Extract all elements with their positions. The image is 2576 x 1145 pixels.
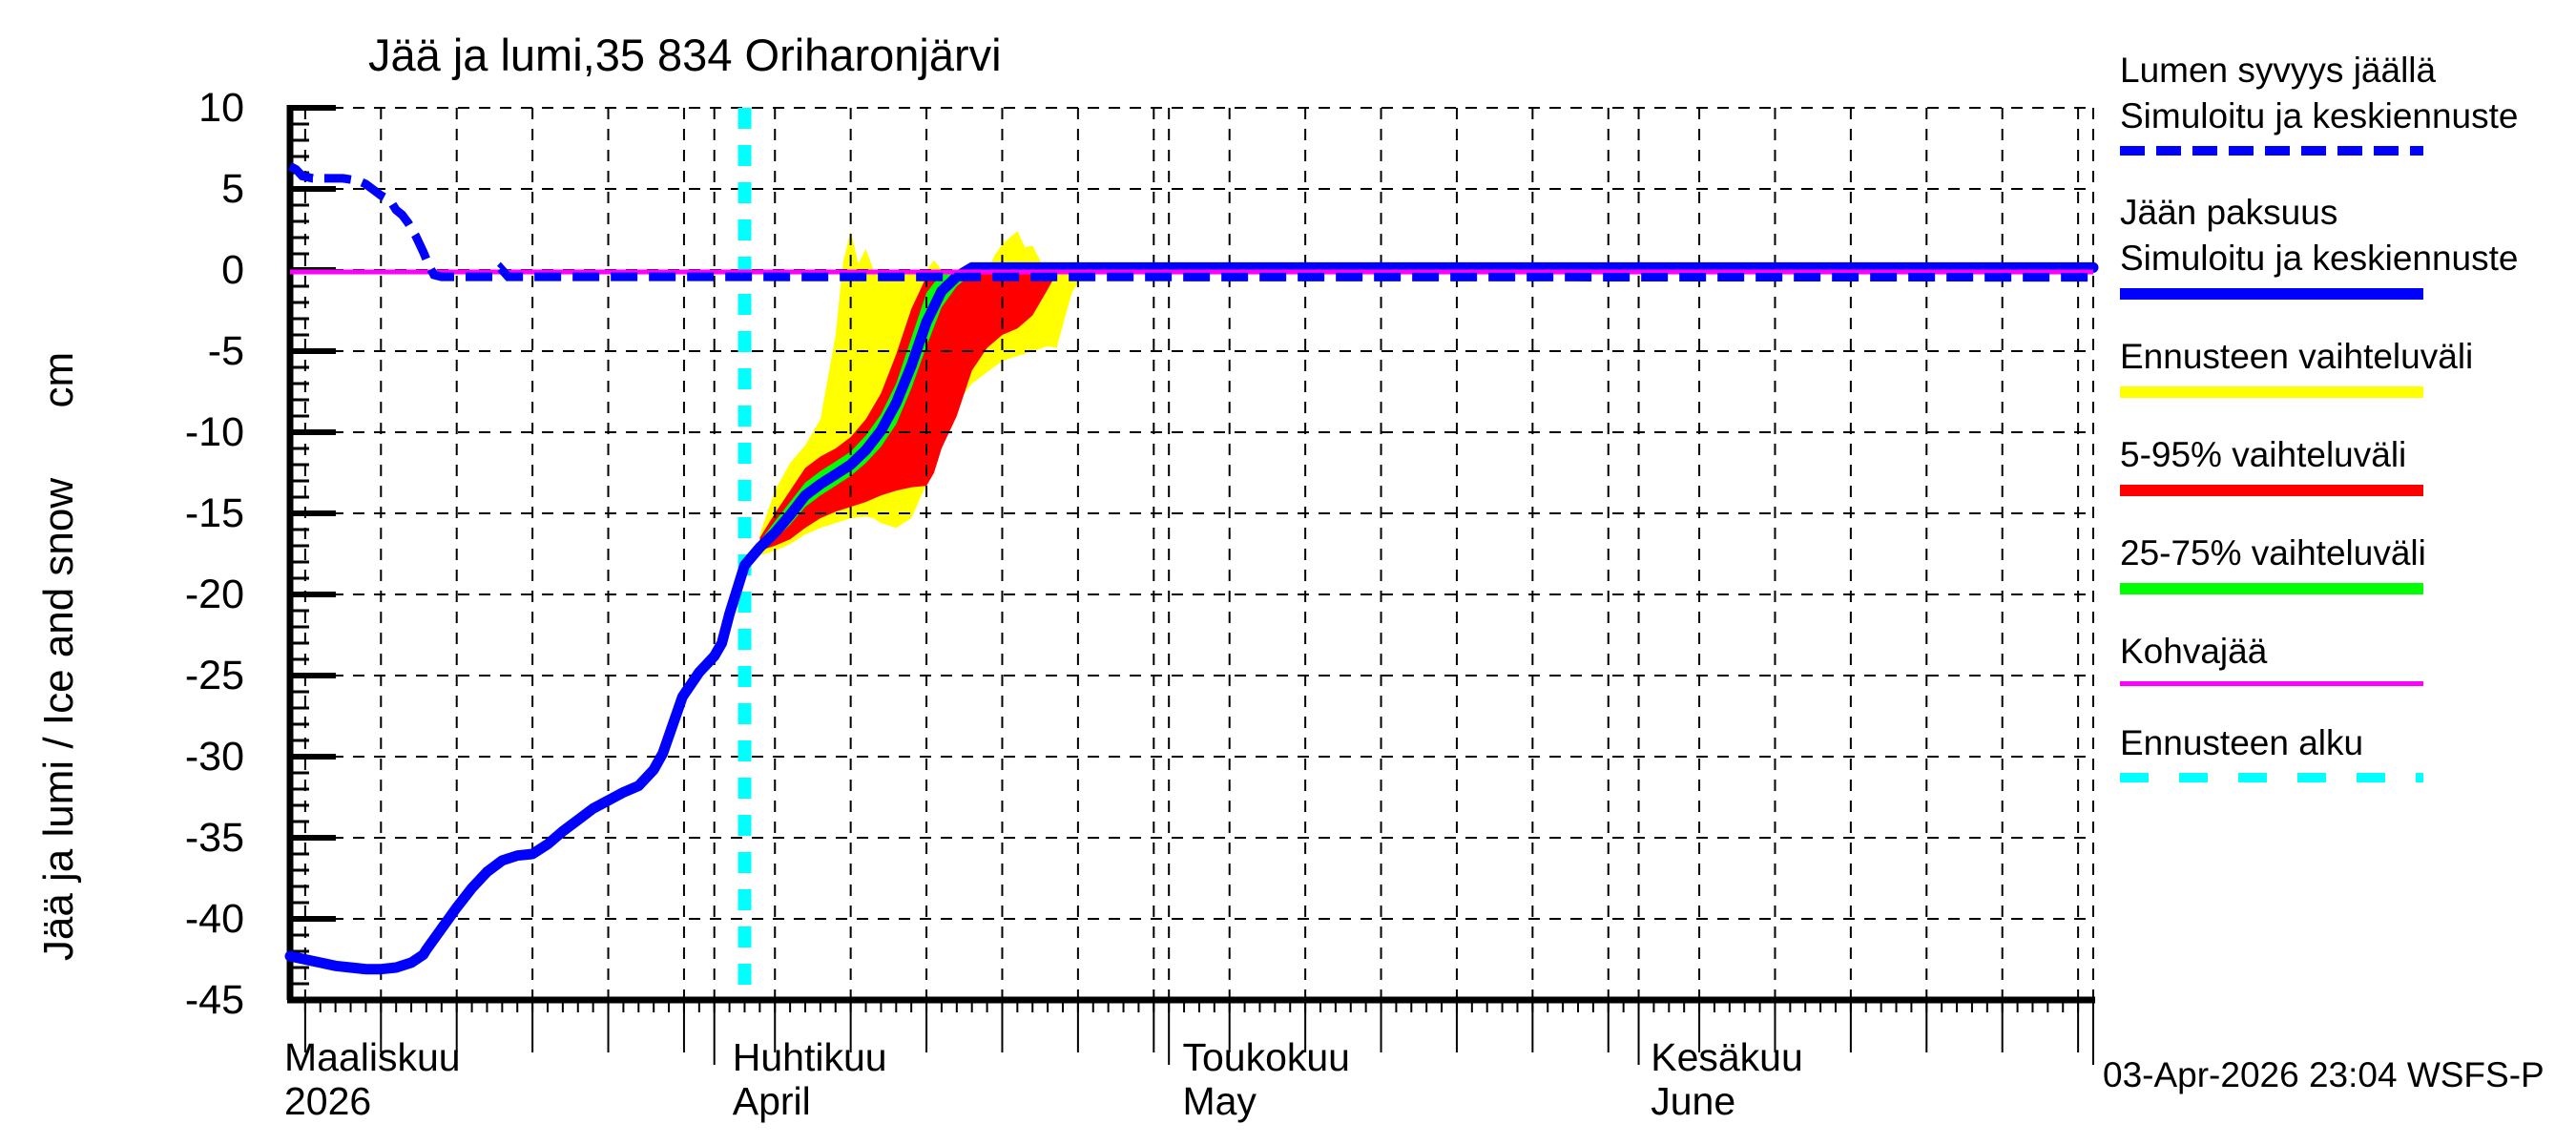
y-tick-label--10: -10: [184, 409, 244, 455]
month-name-en: June: [1651, 1079, 1736, 1123]
y-tick-label--35: -35: [184, 815, 244, 861]
y-tick-label-5: 5: [221, 166, 244, 212]
legend-sample-line: [2120, 288, 2423, 300]
legend-label: Ennusteen vaihteluväli: [2120, 337, 2474, 376]
legend-label: Lumen syvyys jäällä: [2120, 51, 2437, 90]
y-tick-label--25: -25: [184, 653, 244, 698]
y-tick-label--15: -15: [184, 490, 244, 536]
y-tick-label-0: 0: [221, 247, 244, 293]
legend-label: Jään paksuus: [2120, 193, 2338, 232]
x-month-label-April: Huhtikuu April: [733, 1035, 887, 1123]
legend-entry-3: 5-95% vaihteluväli: [2120, 432, 2423, 496]
x-month-label-May: Toukokuu May: [1182, 1035, 1350, 1123]
month-name-fi: Kesäkuu: [1651, 1035, 1803, 1079]
legend-entry-0: Lumen syvyys jäällä Simuloitu ja keskienn…: [2120, 48, 2519, 156]
legend-label: Simuloitu ja keskiennuste: [2120, 239, 2519, 278]
month-name-en: May: [1182, 1079, 1257, 1123]
legend-label: 25-75% vaihteluväli: [2120, 533, 2426, 572]
y-tick-label-10: 10: [198, 85, 244, 131]
legend-entry-4: 25-75% vaihteluväli: [2120, 531, 2426, 594]
y-tick-label--20: -20: [184, 572, 244, 617]
legend-sample-line: [2120, 583, 2423, 594]
legend-sample-line: [2120, 146, 2423, 156]
legend-sample-line: [2120, 386, 2423, 398]
ice-thickness-line: [284, 261, 2099, 975]
month-name-en: 2026: [284, 1079, 372, 1123]
month-name-fi: Maaliskuu: [284, 1035, 461, 1079]
legend-entry-6: Ennusteen alku: [2120, 720, 2423, 782]
legend-entry-2: Ennusteen vaihteluväli: [2120, 334, 2473, 398]
snow-depth-line: [287, 162, 2094, 282]
x-month-label-2026: Maaliskuu 2026: [284, 1035, 461, 1123]
legend-entry-5: Kohvajää: [2120, 629, 2423, 686]
y-axis-label: Jää ja lumi / Ice and snow cm: [35, 351, 82, 962]
legend-label: 5-95% vaihteluväli: [2120, 435, 2407, 474]
chart-title: Jää ja lumi,35 834 Oriharonjärvi: [368, 30, 1002, 80]
legend-label: Ennusteen alku: [2120, 723, 2364, 762]
legend-sample-line: [2120, 773, 2423, 782]
month-name-en: April: [732, 1079, 811, 1123]
y-tick-label--45: -45: [184, 977, 244, 1023]
legend-sample-line: [2120, 681, 2423, 686]
y-tick-label--30: -30: [184, 734, 244, 780]
legend-label: Kohvajää: [2120, 632, 2268, 671]
legend-label: Simuloitu ja keskiennuste: [2120, 96, 2519, 135]
legend-sample-line: [2120, 485, 2423, 496]
legend-entry-1: Jään paksuus Simuloitu ja keskiennuste: [2120, 190, 2519, 300]
month-name-fi: Huhtikuu: [732, 1035, 887, 1079]
timestamp-label: 03-Apr-2026 23:04 WSFS-P: [2103, 1055, 2545, 1094]
y-tick-label--40: -40: [184, 896, 244, 942]
y-tick-label--5: -5: [207, 328, 244, 374]
x-month-label-June: Kesäkuu June: [1651, 1035, 1803, 1123]
month-name-fi: Toukokuu: [1182, 1035, 1350, 1079]
